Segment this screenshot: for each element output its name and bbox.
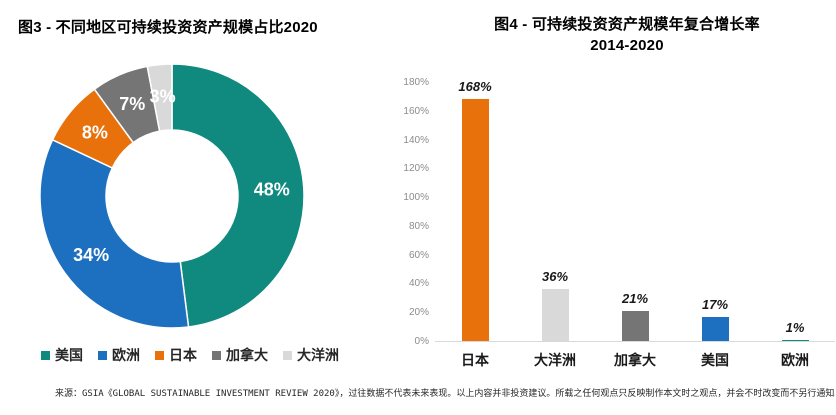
bar-chart-panel: 图4 - 可持续投资资产规模年复合增长率 2014-2020 0% 20% 40% 6… [403,0,836,415]
donut-slice-label: 48% [254,180,290,200]
y-axis-tick-label: 140% [403,134,429,146]
bar-category-label: 日本 [461,352,489,368]
legend-item: 大洋洲 [283,345,339,365]
bar-category-label: 大洋洲 [534,352,576,368]
bar-chart-title-line2: 2014-2020 [590,37,664,54]
legend-label: 美国 [55,347,83,363]
bar-category-label: 欧洲 [781,352,809,368]
bar-chart-title: 图4 - 可持续投资资产规模年复合增长率 2014-2020 [418,14,836,56]
legend-label: 加拿大 [226,347,268,363]
bar [781,339,809,341]
legend-swatch [212,350,221,360]
bar-value-label: 168% [458,79,492,95]
legend-swatch [155,350,164,360]
bar-chart-title-line1: 图4 - 可持续投资资产规模年复合增长率 [494,16,760,33]
bar [621,310,649,341]
donut-slice-label: 8% [82,122,108,142]
bar-category-label: 美国 [701,352,729,368]
donut-chart: 48% 34% 8% 7% 3% [39,63,305,329]
y-axis-tick-label: 160% [403,105,429,117]
legend-item: 日本 [155,345,197,365]
legend-swatch [41,350,50,360]
donut-slice [171,63,305,328]
donut-chart-panel: 图3 - 不同地区可持续投资资产规模占比2020 48% 34% 8% 7% 3% 美国… [0,19,380,365]
donut-slice-label: 34% [73,245,109,265]
bar [541,289,569,341]
y-axis-tick-label: 20% [408,307,429,319]
donut-slice-label: 7% [119,94,145,114]
bar [461,99,489,341]
y-axis-tick-label: 180% [403,77,429,88]
legend-item: 美国 [41,345,83,365]
y-axis-tick-label: 60% [408,249,429,261]
y-axis-tick-label: 40% [408,278,429,290]
legend-item: 加拿大 [212,345,268,365]
donut-slice [39,138,190,329]
donut-slice-label: 3% [150,86,176,106]
legend-swatch [283,350,292,360]
legend-label: 大洋洲 [297,347,339,363]
donut-chart-title: 图3 - 不同地区可持续投资资产规模占比2020 [18,19,318,36]
y-axis-tick-label: 0% [414,336,429,347]
y-axis-tick-label: 120% [403,163,429,175]
bar-value-label: 1% [785,319,805,335]
donut-legend: 美国 欧洲 日本 加拿大 大洋洲 [0,345,380,365]
bar-value-label: 21% [621,290,649,306]
y-axis-tick-label: 80% [408,220,429,232]
donut-slice [146,63,173,133]
y-axis-tick-label: 100% [403,192,429,204]
legend-item: 欧洲 [98,345,140,365]
bar-value-label: 17% [701,296,729,312]
bar-category-label: 加拿大 [614,352,656,368]
legend-swatch [98,350,107,360]
bar-plot-area: 0% 20% 40% 60% 80% 100% 120% 140% 160% 180% 168% 日本… [403,77,835,368]
legend-label: 日本 [169,347,197,363]
bar-value-label: 36% [541,269,569,285]
source-note: 来源：GSIA《GLOBAL SUSTAINABLE INVESTMENT RE… [55,389,835,399]
legend-label: 欧洲 [112,347,140,363]
bar [701,316,729,341]
